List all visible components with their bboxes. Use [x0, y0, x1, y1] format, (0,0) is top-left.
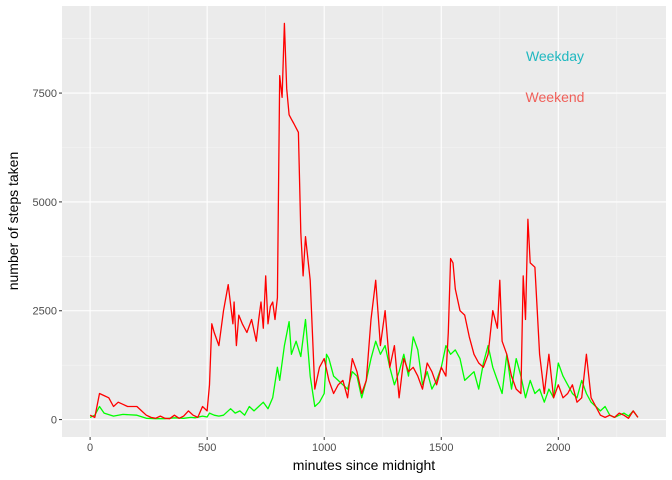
x-tick-label: 0 — [87, 442, 93, 454]
y-tick-label: 2500 — [33, 306, 57, 318]
y-axis: 0 2500 5000 7500 — [33, 88, 62, 427]
series-line-1 — [89, 22, 639, 420]
x-tick-label: 500 — [198, 442, 216, 454]
x-axis-title: minutes since midnight — [293, 457, 436, 473]
y-tick-label: 7500 — [33, 88, 57, 100]
y-tick-label: 5000 — [33, 197, 57, 209]
minor-gridlines — [62, 6, 666, 437]
y-axis-title: number of steps taken — [5, 152, 21, 291]
series-layer — [89, 22, 639, 420]
legend: Weekday Weekend — [526, 48, 585, 105]
y-tick-label: 0 — [51, 415, 57, 427]
x-axis: 0 500 1000 1500 2000 — [87, 437, 571, 454]
x-tick-label: 2000 — [546, 442, 570, 454]
plot-panel — [62, 6, 666, 437]
major-gridlines — [62, 6, 666, 437]
legend-label-weekday: Weekday — [526, 48, 584, 64]
legend-label-weekend: Weekend — [526, 89, 585, 105]
x-tick-label: 1500 — [429, 442, 453, 454]
x-tick-label: 1000 — [312, 442, 336, 454]
